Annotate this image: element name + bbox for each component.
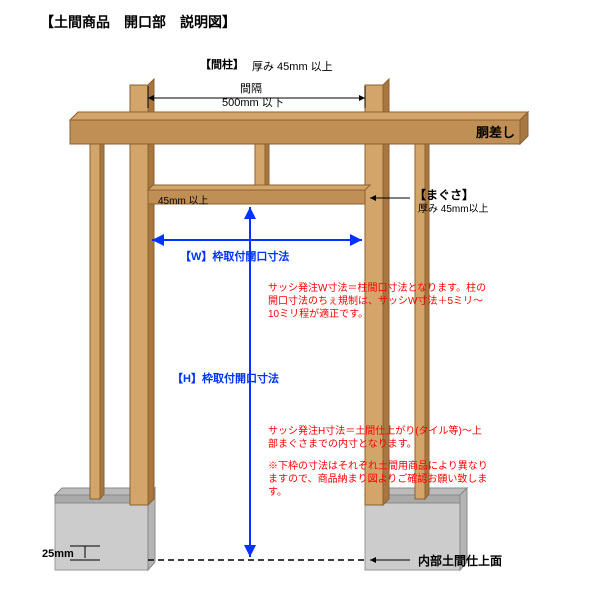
lintel-depth-label: 45mm 以上 <box>158 192 209 207</box>
mabashira-sub: 厚み 45mm 以上 <box>252 58 333 74</box>
note-h1: サッシ発注H寸法＝土間仕上がり(タイル等)〜上部まぐさまでの内寸となります。 <box>268 425 488 451</box>
note-h2: ※下枠の寸法はそれぞれ土間用商品により異なりますので、商品納まり図よりご確認お願… <box>268 460 488 499</box>
dosashi-label: 胴差し <box>476 122 515 141</box>
magusa-sub: 厚み 45mm以上 <box>418 200 489 215</box>
stud-mid <box>255 140 269 190</box>
gap25-label: 25mm <box>42 548 74 560</box>
top-beam <box>70 112 528 144</box>
note-w: サッシ発注W寸法＝柱間口寸法となります。柱の開口寸法のちぇ規制は、サッシW寸法＋… <box>268 282 488 321</box>
stud-outer-left <box>90 140 104 499</box>
w-dim-label: 【W】枠取付開口寸法 <box>180 248 289 264</box>
floor-label: 内部土間仕上面 <box>418 552 502 569</box>
h-dim-label: 【H】枠取付開口寸法 <box>172 370 279 386</box>
mabashira-label: 【間柱】 <box>200 56 244 72</box>
kankaku-val: 500mm 以下 <box>222 94 284 110</box>
